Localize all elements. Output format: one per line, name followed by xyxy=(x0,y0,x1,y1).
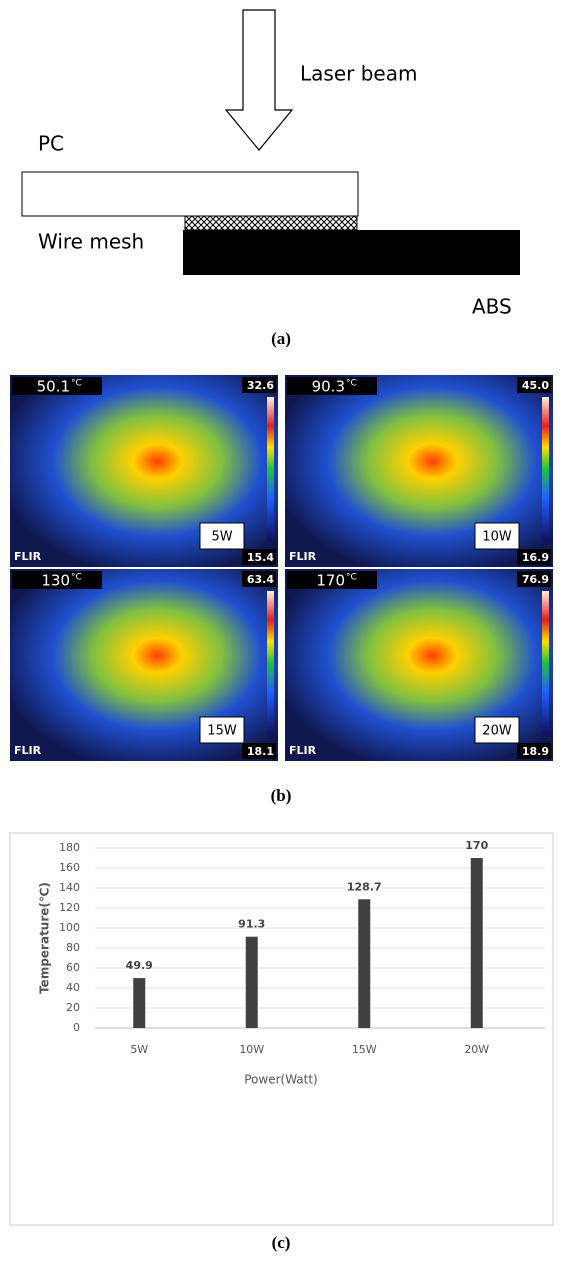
y-tick-label: 40 xyxy=(66,981,80,994)
min-temp: 16.9 xyxy=(522,551,549,564)
value-label: 49.9 xyxy=(126,959,153,972)
value-label: 170 xyxy=(465,839,488,852)
y-tick-label: 100 xyxy=(59,921,80,934)
pc-layer xyxy=(22,172,358,216)
power-label: 20W xyxy=(482,724,512,739)
brand: FLIR xyxy=(289,550,317,563)
label: PC xyxy=(38,132,64,156)
x-tick-label: 10W xyxy=(239,1043,264,1056)
abs-layer xyxy=(183,230,520,275)
bar xyxy=(471,858,483,1028)
max-temp: 32.6 xyxy=(247,379,274,392)
caption: (b) xyxy=(271,786,292,805)
y-tick-label: 180 xyxy=(59,841,80,854)
bar xyxy=(133,978,145,1028)
colorbar xyxy=(267,591,274,735)
y-tick-label: 80 xyxy=(66,941,80,954)
min-temp: 18.9 xyxy=(522,745,549,758)
reading-unit: °C xyxy=(71,379,82,389)
reading: 90.3 xyxy=(312,378,345,396)
value-label: 91.3 xyxy=(238,918,265,931)
bar xyxy=(358,899,370,1028)
label: Laser beam xyxy=(300,62,417,86)
power-label: 10W xyxy=(482,530,512,545)
colorbar xyxy=(542,397,549,541)
colorbar xyxy=(267,397,274,541)
brand: FLIR xyxy=(14,550,42,563)
reading-unit: °C xyxy=(346,573,357,583)
y-tick-label: 60 xyxy=(66,961,80,974)
caption: (a) xyxy=(271,329,291,348)
y-tick-label: 20 xyxy=(66,1001,80,1014)
wire-mesh xyxy=(185,216,357,230)
y-tick-label: 160 xyxy=(59,861,80,874)
max-temp: 76.9 xyxy=(522,573,549,586)
figure: Laser beam PC Wire mesh ABS (a) 50.1°C32… xyxy=(0,0,563,1261)
reading: 130 xyxy=(41,572,70,590)
label: ABS xyxy=(472,295,512,319)
x-tick-label: 5W xyxy=(130,1043,148,1056)
y-axis-label: Temperature(℃) xyxy=(38,882,52,994)
x-tick-label: 15W xyxy=(352,1043,377,1056)
x-tick-label: 20W xyxy=(464,1043,489,1056)
y-tick-label: 120 xyxy=(59,901,80,914)
value-label: 128.7 xyxy=(347,880,382,893)
x-axis-label: Power(Watt) xyxy=(244,1073,318,1087)
diagram: Laser beam PC Wire mesh ABS (a) xyxy=(22,10,520,348)
power-label: 5W xyxy=(211,530,232,545)
label: Wire mesh xyxy=(38,230,144,254)
y-tick-label: 140 xyxy=(59,881,80,894)
beam-arrow xyxy=(226,10,292,150)
min-temp: 18.1 xyxy=(247,745,274,758)
brand: FLIR xyxy=(289,744,317,757)
colorbar xyxy=(542,591,549,735)
reading-unit: °C xyxy=(71,573,82,583)
bar xyxy=(246,937,258,1028)
brand: FLIR xyxy=(14,744,42,757)
reading: 170 xyxy=(316,572,345,590)
reading: 50.1 xyxy=(37,378,70,396)
reading-unit: °C xyxy=(346,379,357,389)
max-temp: 45.0 xyxy=(522,379,549,392)
caption: (c) xyxy=(272,1233,291,1252)
min-temp: 15.4 xyxy=(247,551,274,564)
power-label: 15W xyxy=(207,724,237,739)
y-tick-label: 0 xyxy=(73,1021,80,1034)
max-temp: 63.4 xyxy=(247,573,274,586)
